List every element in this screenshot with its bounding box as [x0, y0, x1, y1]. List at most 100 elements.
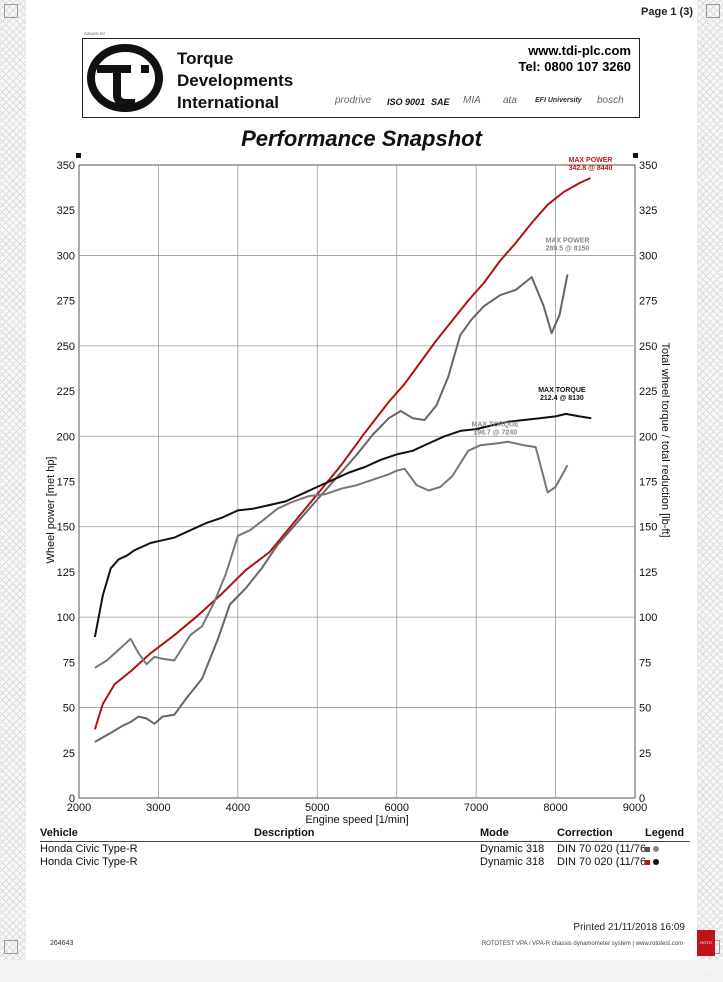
data-label: MAX POWER — [569, 157, 613, 164]
corner-mark — [4, 940, 18, 954]
iso-logo: ISO 9001 — [387, 97, 426, 107]
y2-tick-label: 100 — [639, 612, 657, 624]
y2-tick-label: 175 — [639, 477, 657, 489]
company-name: Torque Developments International — [177, 48, 293, 114]
data-label: 196.7 @ 7240 — [473, 429, 517, 436]
row-vehicle: Honda Civic Type-R — [40, 843, 138, 855]
y2-tick-label: 225 — [639, 386, 657, 398]
plot-area — [78, 164, 636, 799]
page-number: Page 1 (3) — [641, 6, 693, 18]
y-tick-label: 200 — [57, 431, 75, 443]
y-tick-label: 225 — [57, 386, 75, 398]
legend-table-header: Vehicle Description Mode Correction Lege… — [40, 826, 690, 842]
row-legend — [645, 843, 659, 855]
phone-number: Tel: 0800 107 3260 — [518, 59, 631, 74]
y2-tick-label: 50 — [639, 703, 651, 715]
y2-tick-label: 0 — [639, 793, 645, 805]
company-header: Torque Developments International www.td… — [82, 38, 640, 118]
company-name-line: Developments — [177, 71, 294, 90]
x-tick-label: 8000 — [543, 802, 567, 814]
y2-tick-label: 350 — [639, 160, 657, 172]
y-tick-label: 150 — [57, 522, 75, 534]
y-tick-label: 100 — [57, 612, 75, 624]
prodrive-logo: prodrive — [335, 95, 372, 106]
legend-dot — [653, 859, 659, 866]
y2-tick-label: 300 — [639, 250, 657, 262]
x-axis-label: Engine speed [1/min] — [305, 814, 408, 826]
row-legend — [645, 856, 659, 868]
legend-dot — [653, 846, 659, 853]
document-id: 264643 — [50, 940, 74, 947]
table-row: Honda Civic Type-R Dynamic 318 DIN 70 02… — [40, 842, 690, 855]
header-description: Description — [254, 827, 315, 839]
data-label: MAX TORQUE — [538, 387, 586, 394]
row-correction: DIN 70 020 (11/76) — [557, 843, 645, 855]
data-label: 342.8 @ 8440 — [569, 165, 613, 172]
data-label: MAX POWER — [546, 237, 590, 244]
y2-tick-label: 275 — [639, 296, 657, 308]
company-name-line: International — [177, 93, 280, 112]
y-axis-label: Wheel power [met hp] — [45, 457, 57, 564]
right-page-border — [697, 0, 723, 960]
y-tick-label: 50 — [63, 703, 75, 715]
legend-swatch — [645, 859, 650, 865]
contact-info: www.tdi-plc.com Tel: 0800 107 3260 — [518, 43, 631, 75]
data-label: 212.4 @ 8130 — [540, 395, 584, 402]
company-name-line: Torque — [177, 49, 234, 68]
x-tick-label: 6000 — [384, 802, 408, 814]
y-tick-label: 275 — [57, 296, 75, 308]
y2-tick-label: 325 — [639, 205, 657, 217]
header-vehicle: Vehicle — [40, 827, 78, 839]
y2-axis-label: Total wheel torque / total reduction [lb… — [659, 342, 671, 537]
data-label: MAX TORQUE — [472, 421, 520, 428]
y2-tick-label: 250 — [639, 341, 657, 353]
y2-tick-label: 200 — [639, 431, 657, 443]
row-mode: Dynamic 318 — [480, 843, 545, 855]
issued-by-label: ISSUED BY — [84, 31, 106, 36]
corner-mark — [4, 4, 18, 18]
left-page-border — [0, 0, 26, 960]
row-vehicle: Honda Civic Type-R — [40, 856, 138, 868]
table-row: Honda Civic Type-R Dynamic 318 DIN 70 02… — [40, 855, 690, 868]
y-tick-label: 0 — [69, 793, 75, 805]
y-tick-label: 350 — [57, 160, 75, 172]
y-tick-label: 75 — [63, 657, 75, 669]
website-link[interactable]: www.tdi-plc.com — [528, 43, 631, 58]
corner-mark — [706, 4, 720, 18]
series-line-2 — [93, 412, 592, 638]
y2-tick-label: 125 — [639, 567, 657, 579]
vehicle-legend-table: Vehicle Description Mode Correction Lege… — [40, 826, 690, 868]
x-tick-label: 9000 — [623, 802, 647, 814]
y-tick-label: 25 — [63, 748, 75, 760]
x-tick-label: 2000 — [67, 802, 91, 814]
header-mode: Mode — [480, 827, 509, 839]
page-title: Performance Snapshot — [241, 126, 482, 151]
series-line-3 — [94, 440, 569, 669]
x-tick-label: 5000 — [305, 802, 329, 814]
rototest-badge: ROTO TEST — [697, 930, 715, 971]
printed-timestamp: Printed 21/11/2018 16:09 — [573, 922, 685, 933]
sae-logo: SAE — [431, 97, 450, 107]
row-correction: DIN 70 020 (11/76) — [557, 856, 645, 868]
y2-tick-label: 75 — [639, 657, 651, 669]
efi-logo: EFI University — [535, 97, 582, 104]
y-tick-label: 125 — [57, 567, 75, 579]
ata-logo: ata — [503, 95, 517, 106]
header-correction: Correction — [557, 827, 613, 839]
y-tick-label: 175 — [57, 477, 75, 489]
y2-tick-label: 25 — [639, 748, 651, 760]
mia-logo: MIA — [463, 95, 481, 106]
bosch-logo: bosch — [597, 95, 624, 106]
corner-marker — [76, 153, 81, 158]
corner-marker — [633, 153, 638, 158]
data-label: 289.5 @ 8150 — [546, 245, 590, 252]
row-mode: Dynamic 318 — [480, 856, 545, 868]
y-tick-label: 300 — [57, 250, 75, 262]
y-tick-label: 325 — [57, 205, 75, 217]
x-tick-label: 7000 — [464, 802, 488, 814]
header-legend: Legend — [645, 827, 685, 839]
series-line-1 — [94, 274, 569, 743]
legend-swatch — [645, 846, 650, 852]
x-tick-label: 3000 — [146, 802, 170, 814]
